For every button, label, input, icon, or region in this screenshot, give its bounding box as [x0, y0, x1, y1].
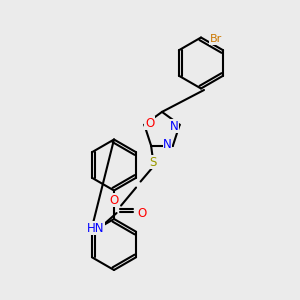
Text: N: N	[163, 137, 172, 151]
Text: O: O	[145, 117, 154, 130]
Text: O: O	[137, 206, 147, 220]
Text: O: O	[110, 194, 118, 207]
Text: Br: Br	[210, 34, 222, 44]
Text: S: S	[149, 155, 156, 169]
Text: HN: HN	[87, 221, 104, 235]
Text: N: N	[170, 120, 179, 133]
